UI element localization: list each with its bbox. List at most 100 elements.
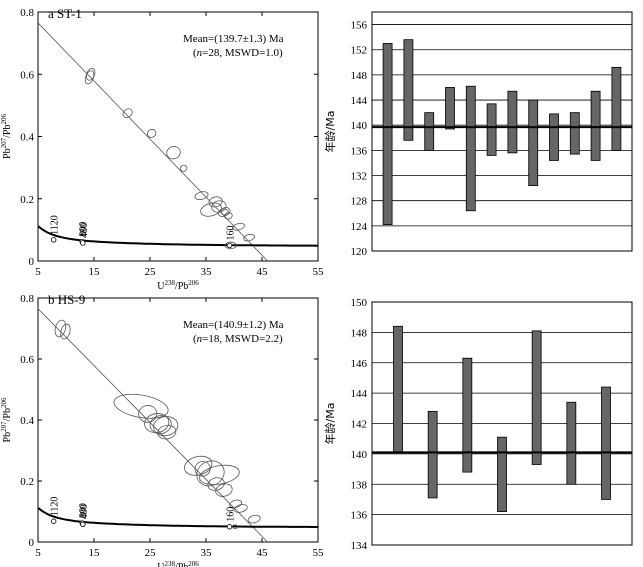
a-annotation-n: n [197, 47, 203, 59]
b-bars-y-tick-label: 144 [351, 388, 368, 400]
b-error-ellipse [231, 524, 239, 529]
a-error-ellipse [243, 233, 255, 242]
b-concordia-age-marker [80, 521, 86, 528]
b-ylabel-base: Pb [2, 432, 13, 443]
a-x-tick-label: 25 [145, 266, 157, 278]
b-y-tick-label: 0.4 [20, 415, 34, 427]
b-y-tick-label: 0.2 [20, 476, 34, 488]
b-error-ellipse [149, 415, 172, 434]
a-concordia-age-marker [226, 242, 233, 249]
a-error-ellipse [194, 191, 209, 201]
a-bars-y-axis-label: 年龄/Ma [323, 111, 337, 153]
a-x-tick-label: 55 [313, 266, 325, 278]
a-sample-name: ST-1 [54, 6, 82, 21]
a-concordia-age-label: 800 [78, 222, 89, 237]
a-error-ellipse [85, 67, 96, 81]
b-bars-y-tick-label: 142 [351, 419, 368, 431]
a-xlabel-mid: /Pb [175, 281, 188, 292]
b-error-ellipse [194, 461, 211, 477]
b-concordia-age-marker [226, 524, 233, 530]
a-ylabel-sup1: 207 [0, 137, 8, 148]
b-bars-y-tick-label: 148 [351, 327, 368, 339]
b-panel-label: b [48, 292, 55, 307]
a-bars-y-tick-label: 144 [351, 95, 368, 107]
b-x-tick-label: 5 [35, 547, 41, 559]
a-bars-y-tick-label: 152 [351, 45, 368, 57]
a-error-ellipse [122, 108, 133, 118]
a-bars-y-tick-label: 136 [351, 145, 368, 157]
a-annotation-mean: Mean=(139.7±1.3) Ma [183, 33, 284, 45]
a-panel-label: a [48, 6, 54, 21]
a-bars-age-bar [445, 87, 455, 130]
b-x-tick-label: 15 [89, 547, 101, 559]
b-xlabel-sup2: 206 [188, 560, 199, 567]
a-error-ellipse [220, 207, 231, 216]
a-bars-y-tick-label: 148 [351, 70, 368, 82]
b-y-tick-label: 0.6 [20, 354, 34, 366]
b-y-tick-label: 0 [29, 537, 35, 549]
b-error-ellipse [144, 413, 170, 434]
b-bars-y-tick-label: 134 [351, 540, 368, 552]
b-ylabel-sup1: 207 [0, 421, 8, 432]
a-bars-age-bar [611, 66, 622, 151]
a-bars-y-tick-label: 128 [351, 196, 368, 208]
a-y-tick-label: 0.4 [20, 132, 34, 144]
b-error-ellipse [138, 405, 158, 423]
a-error-ellipse [84, 70, 95, 85]
a-concordia-age-label: 1120 [50, 215, 61, 235]
a-ylabel-sup2: 206 [0, 114, 8, 125]
a-panel-title: a ST-1 [48, 6, 82, 21]
b-annotation-mean: Mean=(140.9±1.2) Ma [183, 319, 284, 331]
b-x-tick-label: 35 [201, 547, 213, 559]
b-bars-age-bar [393, 325, 403, 453]
b-concordia-age-label: 1120 [50, 497, 61, 517]
panel-a-age-bar-chart: 120 124 128 132 136 140 144 148 152 156 年龄/Ma [323, 11, 633, 258]
a-bars-age-bar [382, 43, 393, 225]
b-bars-y-tick-label: 138 [351, 479, 368, 491]
b-error-ellipse [207, 477, 225, 491]
b-bars-age-bar [427, 410, 438, 499]
b-bars-y-tick-label: 136 [351, 510, 368, 522]
b-x-tick-label: 25 [145, 547, 157, 559]
b-bars-age-bar [531, 330, 542, 465]
a-concordia-age-marker [80, 240, 86, 246]
b-error-ellipse [229, 499, 243, 509]
b-x-tick-label: 55 [313, 547, 325, 559]
b-concordia-age-label: 480 [79, 504, 90, 519]
b-error-ellipse [196, 460, 225, 487]
a-error-ellipse [179, 164, 188, 172]
b-error-ellipse [199, 464, 240, 485]
a-error-ellipse [211, 200, 227, 213]
b-error-ellipse [54, 319, 67, 338]
b-bars-y-tick-label: 150 [351, 297, 368, 309]
b-bars-y-axis-label: 年龄/Ma [323, 403, 337, 445]
b-concordia-age-label: 800 [78, 503, 89, 518]
a-bars-y-tick-label: 132 [351, 171, 368, 183]
a-y-tick-label: 0.2 [20, 194, 34, 206]
b-sample-name: HS-9 [55, 292, 86, 307]
b-xlabel-sup1: 238 [164, 560, 175, 567]
b-error-ellipse [233, 504, 248, 513]
a-bars-y-tick-label: 124 [351, 221, 368, 233]
b-xlabel-mid: /Pb [175, 562, 188, 567]
a-bars-age-bar [528, 99, 539, 186]
a-ylabel-base: Pb [2, 148, 13, 159]
b-regression-line [38, 308, 268, 542]
a-xlabel-sup1: 238 [164, 279, 175, 287]
b-x-tick-label: 45 [257, 547, 269, 559]
b-annotation-stats: (n=18, MSWD=2.2) [193, 333, 283, 345]
b-annotation-rest: =18, MSWD=2.2) [202, 333, 283, 345]
a-y-tick-label: 0.8 [20, 7, 34, 19]
a-x-tick-label: 5 [35, 266, 41, 278]
b-bars-age-bar [497, 436, 507, 512]
a-bars-age-bar [507, 90, 518, 154]
a-xlabel-base: U [157, 281, 165, 292]
a-concordia-age-label: 480 [79, 223, 90, 238]
b-error-ellipse [247, 514, 261, 524]
a-y-tick-label: 0.6 [20, 69, 34, 81]
a-bars-y-tick-label: 156 [351, 20, 368, 32]
b-y-tick-label: 0.8 [20, 293, 34, 305]
a-bars-age-bar [590, 90, 601, 161]
